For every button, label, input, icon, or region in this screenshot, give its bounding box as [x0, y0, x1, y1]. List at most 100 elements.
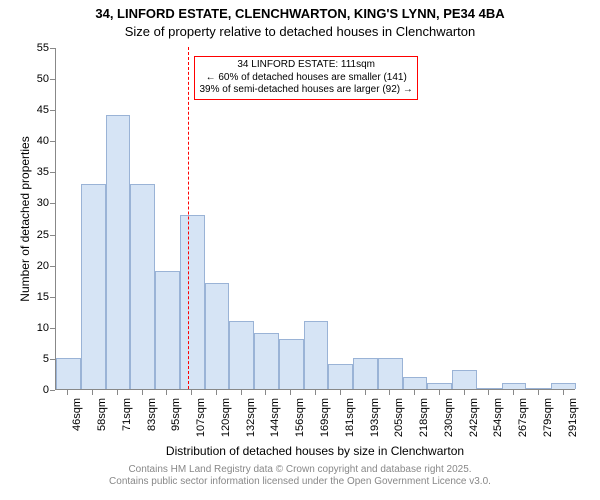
- x-tick-label: 95sqm: [170, 398, 182, 448]
- histogram-bar: [427, 383, 452, 389]
- histogram-bar: [155, 271, 180, 389]
- histogram-bar: [526, 388, 551, 389]
- y-tick-mark: [50, 297, 55, 298]
- x-tick-label: 46sqm: [71, 398, 83, 448]
- x-tick-mark: [241, 390, 242, 395]
- histogram-bar: [205, 283, 230, 389]
- x-tick-mark: [340, 390, 341, 395]
- histogram-bar: [353, 358, 378, 389]
- y-tick-label: 10: [27, 322, 49, 334]
- histogram-bar: [180, 215, 205, 389]
- reference-line: [188, 47, 189, 389]
- annotation-box: 34 LINFORD ESTATE: 111sqm← 60% of detach…: [194, 56, 417, 100]
- y-tick-label: 55: [27, 42, 49, 54]
- y-tick-label: 50: [27, 73, 49, 85]
- x-tick-mark: [464, 390, 465, 395]
- x-tick-mark: [365, 390, 366, 395]
- x-tick-label: 254sqm: [492, 398, 504, 448]
- footer-line-1: Contains HM Land Registry data © Crown c…: [128, 464, 471, 475]
- x-tick-mark: [265, 390, 266, 395]
- y-tick-mark: [50, 390, 55, 391]
- x-tick-label: 132sqm: [245, 398, 257, 448]
- histogram-bar: [328, 364, 353, 389]
- x-tick-label: 291sqm: [567, 398, 579, 448]
- x-tick-mark: [538, 390, 539, 395]
- x-tick-label: 193sqm: [369, 398, 381, 448]
- y-tick-mark: [50, 203, 55, 204]
- x-tick-mark: [315, 390, 316, 395]
- histogram-bar: [81, 184, 106, 389]
- x-tick-label: 169sqm: [319, 398, 331, 448]
- histogram-bar: [452, 370, 477, 389]
- y-tick-label: 30: [27, 197, 49, 209]
- x-tick-label: 205sqm: [393, 398, 405, 448]
- y-tick-label: 15: [27, 291, 49, 303]
- histogram-bar: [279, 339, 304, 389]
- x-tick-label: 230sqm: [443, 398, 455, 448]
- y-tick-label: 20: [27, 260, 49, 272]
- y-tick-mark: [50, 110, 55, 111]
- x-tick-label: 242sqm: [468, 398, 480, 448]
- x-tick-label: 107sqm: [195, 398, 207, 448]
- y-tick-mark: [50, 172, 55, 173]
- y-tick-mark: [50, 359, 55, 360]
- annotation-line: 39% of semi-detached houses are larger (…: [199, 84, 412, 97]
- histogram-bar: [130, 184, 155, 389]
- y-tick-label: 0: [27, 384, 49, 396]
- title-line-2: Size of property relative to detached ho…: [0, 24, 600, 39]
- x-tick-label: 181sqm: [344, 398, 356, 448]
- x-tick-label: 156sqm: [294, 398, 306, 448]
- footer-line-2: Contains public sector information licen…: [109, 476, 491, 487]
- y-axis-label: Number of detached properties: [18, 119, 32, 319]
- x-tick-mark: [166, 390, 167, 395]
- y-tick-mark: [50, 79, 55, 80]
- histogram-bar: [106, 115, 131, 389]
- histogram-bar: [403, 377, 428, 389]
- x-tick-mark: [92, 390, 93, 395]
- histogram-bar: [378, 358, 403, 389]
- x-tick-label: 279sqm: [542, 398, 554, 448]
- histogram-bar: [229, 321, 254, 389]
- y-tick-label: 40: [27, 135, 49, 147]
- y-tick-label: 5: [27, 353, 49, 365]
- x-tick-label: 71sqm: [121, 398, 133, 448]
- x-tick-mark: [216, 390, 217, 395]
- x-tick-mark: [488, 390, 489, 395]
- x-tick-mark: [142, 390, 143, 395]
- x-tick-label: 267sqm: [517, 398, 529, 448]
- histogram-bar: [502, 383, 527, 389]
- y-tick-mark: [50, 141, 55, 142]
- y-tick-label: 45: [27, 104, 49, 116]
- y-tick-mark: [50, 328, 55, 329]
- x-tick-mark: [389, 390, 390, 395]
- x-tick-label: 58sqm: [96, 398, 108, 448]
- histogram-bar: [551, 383, 576, 389]
- y-tick-mark: [50, 235, 55, 236]
- x-tick-mark: [290, 390, 291, 395]
- x-tick-label: 83sqm: [146, 398, 158, 448]
- x-tick-label: 120sqm: [220, 398, 232, 448]
- histogram-bar: [304, 321, 329, 389]
- annotation-line: ← 60% of detached houses are smaller (14…: [199, 72, 412, 85]
- x-tick-mark: [414, 390, 415, 395]
- title-line-1: 34, LINFORD ESTATE, CLENCHWARTON, KING'S…: [0, 6, 600, 21]
- histogram-bar: [56, 358, 81, 389]
- x-tick-mark: [67, 390, 68, 395]
- y-tick-mark: [50, 48, 55, 49]
- annotation-line: 34 LINFORD ESTATE: 111sqm: [199, 59, 412, 72]
- x-tick-mark: [191, 390, 192, 395]
- x-tick-mark: [563, 390, 564, 395]
- histogram-bar: [477, 388, 502, 389]
- chart-container: 34, LINFORD ESTATE, CLENCHWARTON, KING'S…: [0, 0, 600, 500]
- footer-attribution: Contains HM Land Registry data © Crown c…: [0, 464, 600, 488]
- histogram-bar: [254, 333, 279, 389]
- x-tick-mark: [439, 390, 440, 395]
- y-tick-label: 25: [27, 229, 49, 241]
- y-tick-mark: [50, 266, 55, 267]
- x-tick-label: 218sqm: [418, 398, 430, 448]
- x-tick-mark: [117, 390, 118, 395]
- x-tick-label: 144sqm: [269, 398, 281, 448]
- plot-area: 34 LINFORD ESTATE: 111sqm← 60% of detach…: [55, 48, 575, 390]
- x-tick-mark: [513, 390, 514, 395]
- y-tick-label: 35: [27, 166, 49, 178]
